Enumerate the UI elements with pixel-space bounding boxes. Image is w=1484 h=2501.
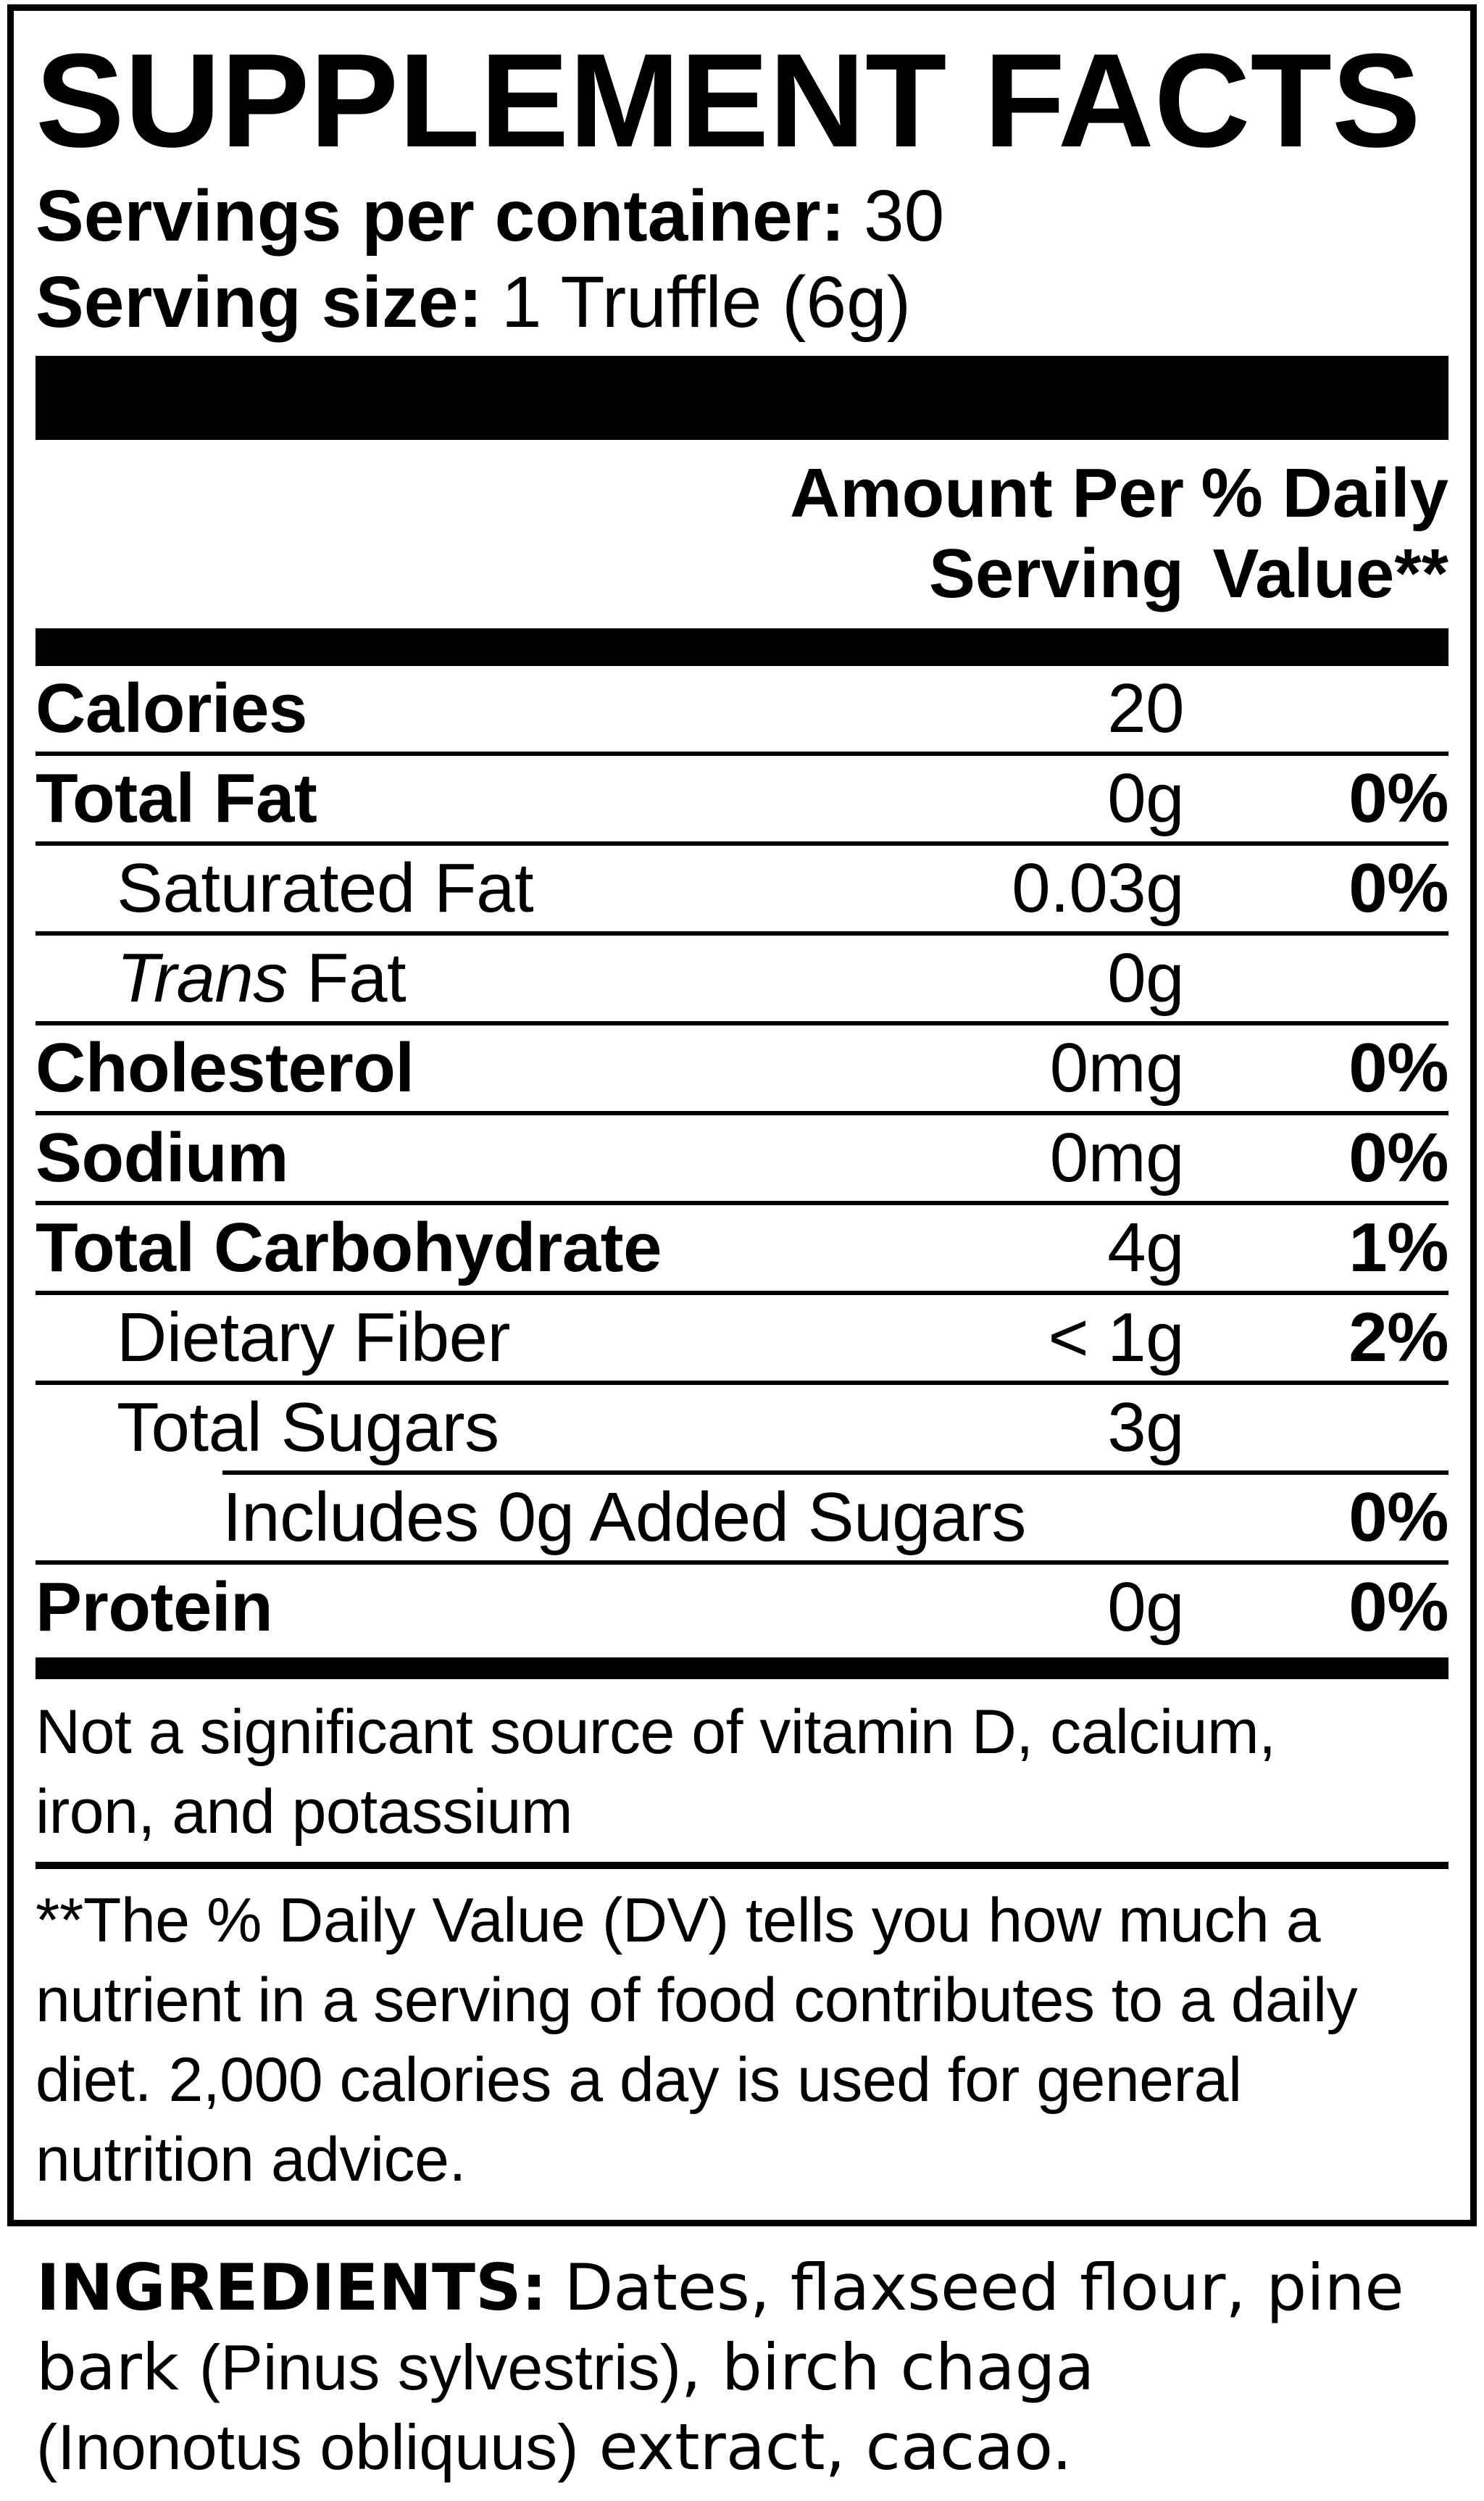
nutrient-row-added-sugars: Includes 0g Added Sugars 0% bbox=[36, 1475, 1449, 1560]
ingredients-text-1: Dates, flaxseed flour, pine bark bbox=[36, 2250, 1404, 2405]
nutrient-amount: 0mg bbox=[1049, 1119, 1185, 1197]
nutrient-dv: 0% bbox=[1348, 1478, 1448, 1556]
divider-bar-medium bbox=[36, 628, 1448, 666]
ingredients-heading: INGREDIENTS: bbox=[36, 2250, 547, 2325]
nutrient-row-total-fat: Total Fat 0g 0% bbox=[36, 756, 1449, 841]
servings-per-container-label: Servings per container: bbox=[36, 175, 845, 257]
nutrient-amount: 20 bbox=[1107, 670, 1184, 747]
nutrient-label: Calories bbox=[36, 670, 307, 747]
nutrient-row-sodium: Sodium 0mg 0% bbox=[36, 1115, 1449, 1201]
nutrient-row-trans-fat: Trans Fat 0g bbox=[36, 936, 1448, 1021]
nutrient-row-calories: Calories 20 bbox=[36, 666, 1448, 752]
ingredients-paragraph: INGREDIENTS: Dates, flaxseed flour, pine … bbox=[36, 2248, 1449, 2487]
nutrient-label: Dietary Fiber bbox=[117, 1299, 510, 1376]
botanical-name-inonotus: (Inonotus obliquus) bbox=[36, 2411, 579, 2483]
nutrient-label: Total Sugars bbox=[117, 1389, 499, 1466]
nutrient-label: Sodium bbox=[36, 1119, 288, 1197]
nutrient-row-cholesterol: Cholesterol 0mg 0% bbox=[36, 1025, 1449, 1111]
nutrient-dv: 0% bbox=[1348, 1119, 1448, 1197]
nutrient-row-total-carbohydrate: Total Carbohydrate 4g 1% bbox=[36, 1205, 1449, 1291]
row-separator bbox=[36, 1021, 1448, 1025]
serving-size-label: Serving size: bbox=[36, 262, 483, 343]
divider-bar-thick-top bbox=[36, 356, 1448, 440]
nutrient-amount: 4g bbox=[1107, 1209, 1184, 1286]
nutrient-dv: 2% bbox=[1348, 1299, 1448, 1376]
row-separator bbox=[36, 752, 1448, 756]
nutrient-label: Cholesterol bbox=[36, 1029, 414, 1107]
nutrient-row-total-sugars: Total Sugars 3g bbox=[36, 1385, 1448, 1470]
trans-fat-rest-text: Fat bbox=[287, 939, 407, 1017]
nutrient-label: Total Carbohydrate bbox=[36, 1209, 662, 1286]
nutrient-label: Total Fat bbox=[36, 760, 317, 837]
divider-bar-bottom bbox=[36, 1657, 1448, 1679]
nutrient-dv: 0% bbox=[1348, 1029, 1448, 1107]
nutrient-amount: 0g bbox=[1107, 1568, 1184, 1646]
daily-value-footnote: **The % Daily Value (DV) tells you how m… bbox=[36, 1886, 1358, 2194]
nutrient-amount: 0.03g bbox=[1012, 849, 1184, 927]
nutrient-label: Protein bbox=[36, 1568, 273, 1646]
supplement-facts-panel: SUPPLEMENT FACTS Servings per container:… bbox=[7, 4, 1477, 2226]
nutrient-dv: 0% bbox=[1348, 760, 1448, 837]
nutrient-amount: 0g bbox=[1107, 760, 1184, 837]
nutrient-dv: 1% bbox=[1348, 1209, 1448, 1286]
significance-footnote: Not a significant source of vitamin D, c… bbox=[36, 1697, 1276, 1847]
nutrient-label: Saturated Fat bbox=[117, 849, 534, 927]
row-separator bbox=[36, 1560, 1448, 1565]
nutrient-row-saturated-fat: Saturated Fat 0.03g 0% bbox=[36, 846, 1449, 931]
row-separator bbox=[36, 1201, 1448, 1205]
amount-per-serving-header: Amount Per Serving bbox=[789, 454, 1184, 612]
botanical-name-pinus: (Pinus sylvestris) bbox=[199, 2331, 681, 2403]
servings-per-container-value: 30 bbox=[864, 175, 945, 257]
serving-size-line: Serving size: 1 Truffle (6g) bbox=[36, 259, 1448, 346]
nutrient-dv: 0% bbox=[1348, 1568, 1448, 1646]
ingredients-text-2: , birch chaga bbox=[680, 2330, 1095, 2405]
daily-value-header: % Daily Value** bbox=[1201, 454, 1448, 612]
nutrient-amount: 0g bbox=[1107, 939, 1184, 1017]
row-separator-indented bbox=[222, 1470, 1448, 1475]
nutrient-dv: 0% bbox=[1348, 849, 1448, 927]
ingredients-text-3: extract, cacao. bbox=[578, 2410, 1072, 2484]
nutrient-row-protein: Protein 0g 0% bbox=[36, 1565, 1449, 1650]
row-separator bbox=[36, 931, 1448, 936]
nutrient-amount: < 1g bbox=[1048, 1299, 1184, 1376]
row-separator bbox=[36, 1291, 1448, 1295]
nutrient-amount: 0mg bbox=[1049, 1029, 1185, 1107]
row-separator bbox=[36, 1381, 1448, 1385]
nutrient-label: Trans Fat bbox=[36, 942, 1107, 1015]
servings-per-container-line: Servings per container: 30 bbox=[36, 173, 1448, 259]
nutrient-label: Includes 0g Added Sugars bbox=[222, 1478, 1026, 1556]
nutrient-amount: 3g bbox=[1107, 1389, 1184, 1466]
serving-size-value: 1 Truffle (6g) bbox=[501, 262, 911, 343]
row-separator bbox=[36, 1111, 1448, 1115]
footnote-separator bbox=[36, 1862, 1448, 1869]
nutrient-row-dietary-fiber: Dietary Fiber < 1g 2% bbox=[36, 1295, 1449, 1381]
trans-italic-text: Trans bbox=[117, 939, 288, 1017]
column-headers: Amount Per Serving % Daily Value** bbox=[36, 440, 1448, 628]
panel-title: SUPPLEMENT FACTS bbox=[36, 25, 1421, 175]
row-separator bbox=[36, 841, 1448, 846]
